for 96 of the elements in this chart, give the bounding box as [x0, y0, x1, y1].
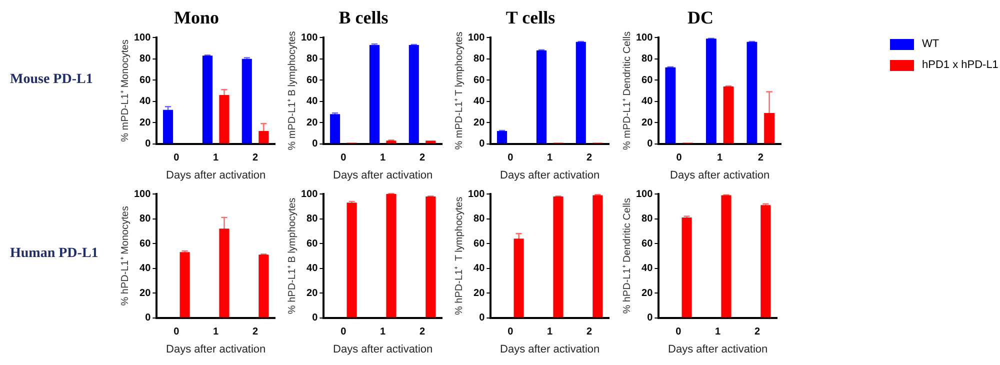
y-tick-label: 40 [140, 96, 152, 108]
y-tick-label: 60 [642, 238, 654, 250]
text: Human PD-L1 [10, 246, 98, 262]
y-axis-title: % hPD-L1⁺ Monocytes [120, 206, 131, 306]
legend-label: hPD1 x hPD-L1 [922, 59, 998, 71]
x-axis-title: Days after activation [500, 343, 600, 356]
y-tick-label: 60 [140, 74, 152, 86]
y-tick-label: 100 [134, 188, 152, 200]
y-tick-label: 80 [140, 54, 152, 65]
y-tick-label: 0 [479, 138, 486, 150]
y-tick-label: 40 [642, 263, 654, 274]
chart-title: DC [688, 7, 714, 28]
x-tick-label: 0 [508, 152, 514, 164]
y-tick-label: 60 [306, 238, 318, 250]
y-tick-label: 20 [474, 117, 486, 128]
y-tick-label: 0 [647, 138, 654, 150]
y-tick-label: 40 [306, 96, 318, 108]
y-axis-title: % mPD-L1⁺ T lymphocytes [454, 32, 465, 150]
chart-title: B cells [338, 7, 388, 28]
y-tick-label: 40 [642, 96, 654, 108]
y-axis-title: % mPD-L1⁺ Dendritic Cells [622, 31, 633, 150]
x-tick-label: 1 [380, 152, 386, 164]
x-tick-label: 1 [547, 326, 554, 338]
y-tick-label: 0 [145, 138, 152, 150]
x-tick-label: 2 [586, 326, 592, 338]
y-tick-label: 60 [306, 74, 318, 86]
y-tick-label: 80 [140, 214, 152, 225]
y-tick-label: 80 [306, 54, 318, 65]
x-tick-label: 0 [174, 152, 180, 164]
y-tick-label: 20 [140, 117, 152, 128]
y-axis-title: % mPD-L1⁺ B lymphocytes [286, 31, 298, 150]
y-tick-label: 60 [642, 74, 654, 86]
chart-title: T cells [506, 7, 556, 28]
y-tick-label: 100 [300, 188, 318, 200]
x-tick-label: 2 [420, 152, 426, 164]
x-tick-label: 0 [174, 326, 180, 338]
x-tick-label: 1 [213, 152, 220, 164]
x-axis-title: Days after activation [333, 169, 433, 182]
y-tick-label: 0 [479, 312, 486, 324]
y-tick-label: 40 [306, 263, 318, 274]
y-tick-label: 0 [145, 312, 152, 324]
y-tick-label: 40 [474, 96, 486, 108]
y-axis-title: % hPD-L1⁺ B lymphocytes [286, 198, 298, 314]
y-tick-label: 100 [468, 32, 486, 44]
x-axis-title: Days after activation [500, 169, 600, 182]
x-tick-label: 1 [380, 326, 386, 338]
x-tick-label: 2 [586, 152, 592, 164]
y-tick-label: 80 [474, 214, 486, 225]
y-tick-label: 80 [306, 214, 318, 225]
y-tick-label: 100 [300, 32, 318, 44]
y-tick-label: 40 [140, 263, 152, 274]
legend-label: WT [922, 38, 940, 50]
x-tick-label: 0 [340, 326, 347, 338]
x-tick-label: 2 [754, 326, 760, 338]
y-tick-label: 100 [468, 188, 486, 200]
y-tick-label: 20 [306, 117, 318, 128]
x-tick-label: 2 [252, 152, 258, 164]
x-tick-label: 0 [676, 152, 682, 164]
y-tick-label: 100 [134, 32, 152, 44]
x-axis-title: Days after activation [668, 343, 768, 356]
x-tick-label: 1 [717, 152, 724, 164]
y-axis-title: % hPD-L1⁺ Dendritic Cells [622, 198, 633, 314]
chart-title: Mono [174, 7, 219, 28]
y-tick-label: 80 [642, 54, 654, 65]
x-axis-title: Days after activation [670, 169, 770, 182]
y-axis-title: % mPD-L1⁺ Monocytes [120, 39, 131, 142]
x-tick-label: 0 [340, 152, 347, 164]
y-tick-label: 20 [140, 288, 152, 299]
text: Mouse PD-L1 [10, 72, 93, 88]
y-axis-title: % hPD-L1⁺ T lymphocytes [454, 196, 465, 316]
x-tick-label: 0 [508, 326, 514, 338]
x-tick-label: 2 [758, 152, 764, 164]
y-tick-label: 0 [312, 312, 318, 324]
x-axis-title: Days after activation [166, 169, 266, 182]
y-tick-label: 20 [474, 288, 486, 299]
x-tick-label: 2 [252, 326, 258, 338]
y-tick-label: 100 [636, 32, 654, 44]
y-tick-label: 60 [474, 238, 486, 250]
y-tick-label: 20 [642, 288, 654, 299]
y-tick-label: 80 [642, 214, 654, 225]
y-tick-label: 0 [312, 138, 318, 150]
x-tick-label: 0 [676, 326, 682, 338]
x-tick-label: 1 [715, 326, 722, 338]
x-tick-label: 1 [547, 152, 554, 164]
y-tick-label: 60 [474, 74, 486, 86]
y-tick-label: 60 [140, 238, 152, 250]
y-tick-label: 20 [306, 288, 318, 299]
x-axis-title: Days after activation [333, 343, 433, 356]
x-tick-label: 2 [420, 326, 426, 338]
x-axis-title: Days after activation [166, 343, 266, 356]
y-tick-label: 0 [647, 312, 654, 324]
y-tick-label: 20 [642, 117, 654, 128]
y-tick-label: 80 [474, 54, 486, 65]
x-tick-label: 1 [213, 326, 220, 338]
y-tick-label: 40 [474, 263, 486, 274]
y-tick-label: 100 [636, 188, 654, 200]
